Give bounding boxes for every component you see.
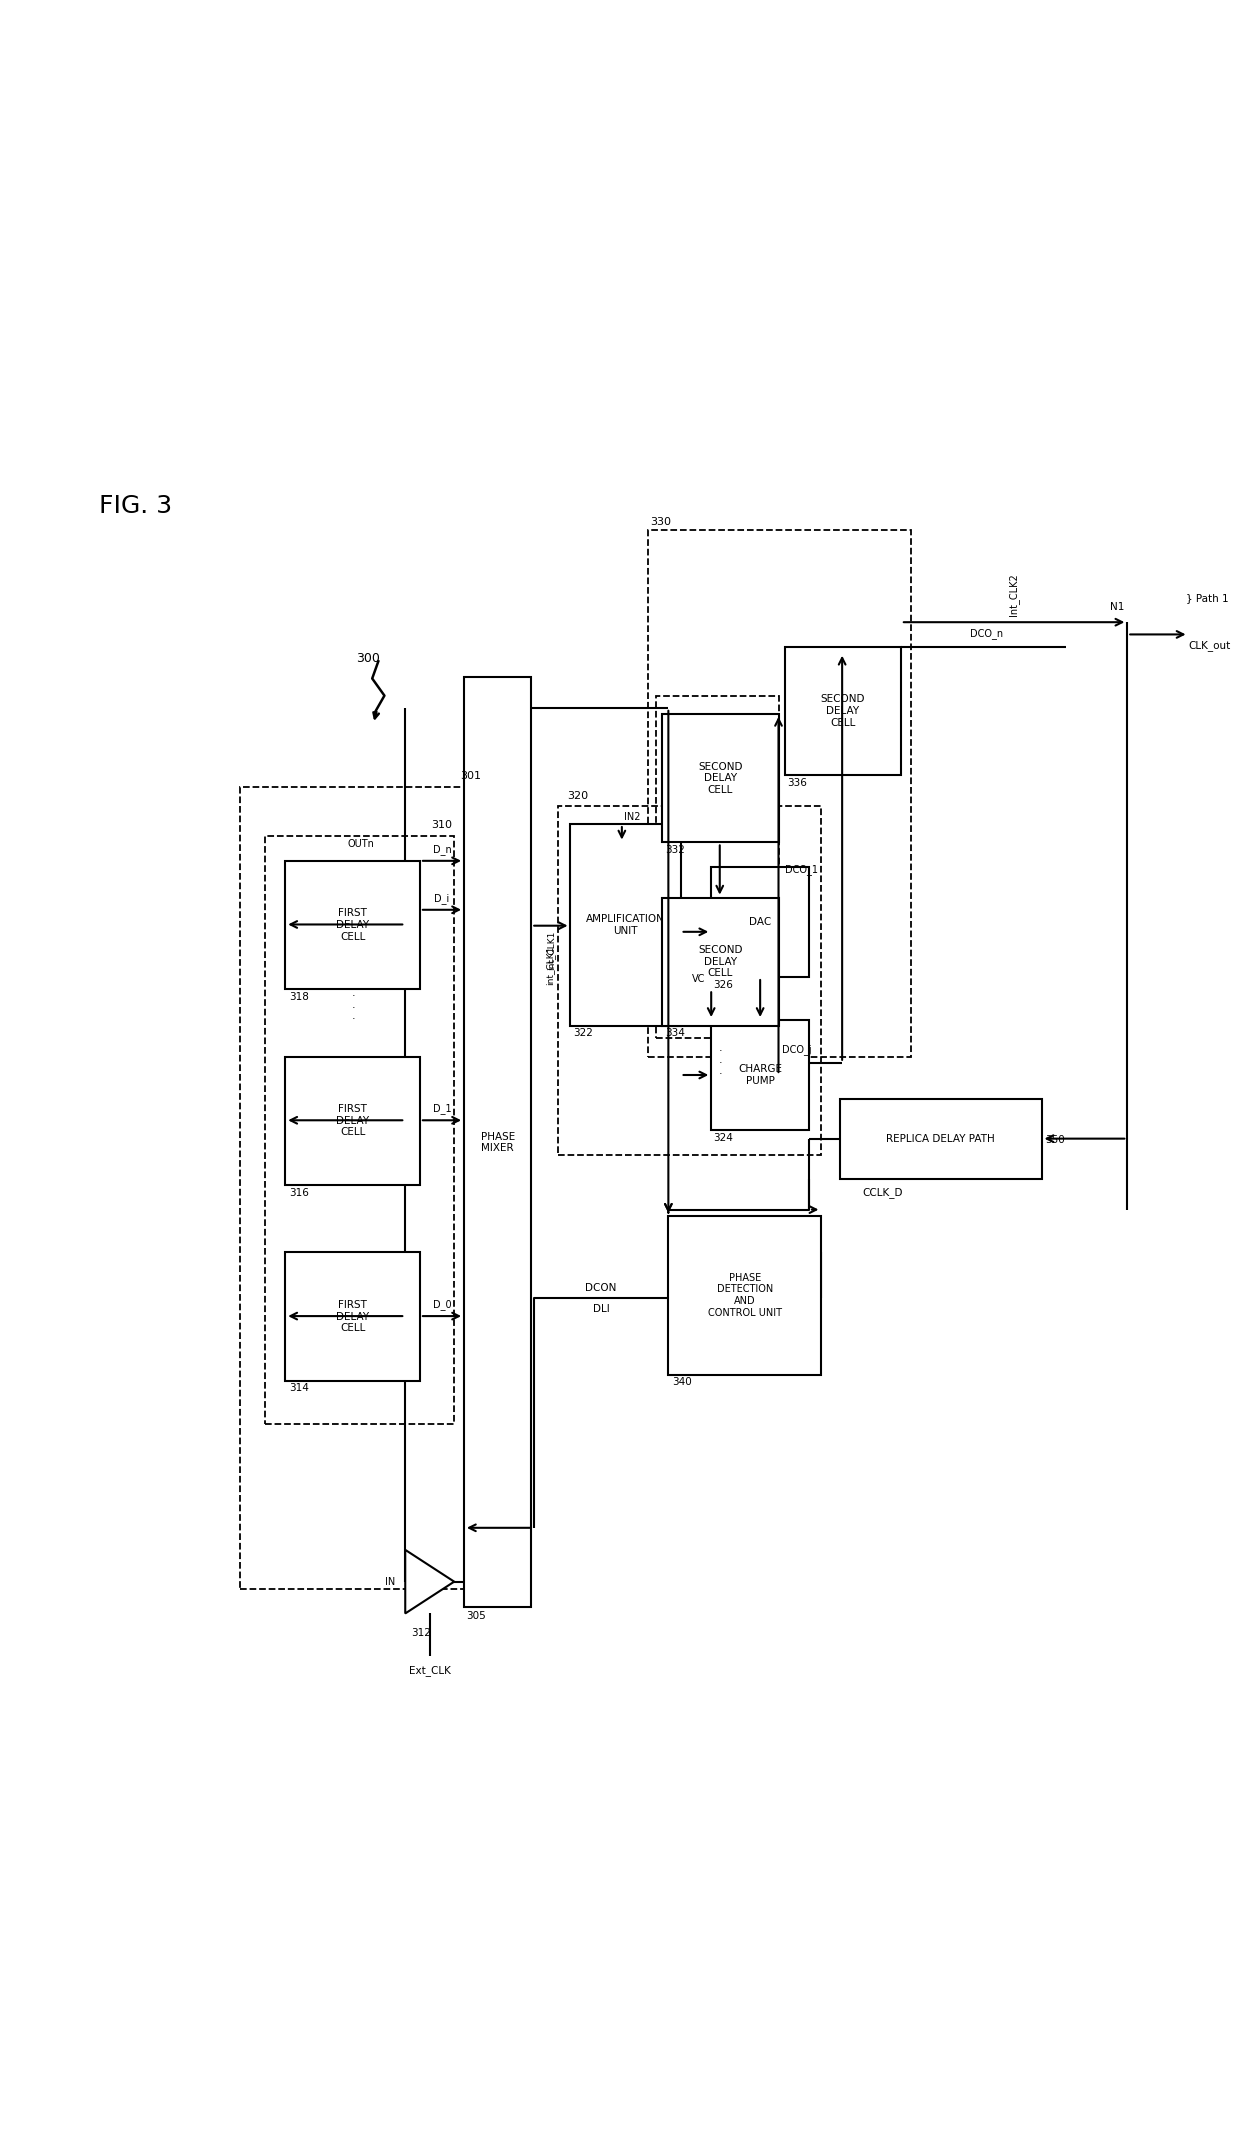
Text: ·
·
·: · · · bbox=[352, 991, 356, 1023]
Text: Ext_CLK: Ext_CLK bbox=[409, 1664, 450, 1675]
Text: 320: 320 bbox=[567, 791, 588, 800]
Text: D_i: D_i bbox=[434, 892, 450, 903]
Text: 316: 316 bbox=[289, 1187, 309, 1198]
Text: 310: 310 bbox=[430, 821, 451, 830]
Text: 314: 314 bbox=[289, 1382, 309, 1393]
FancyBboxPatch shape bbox=[285, 1056, 420, 1185]
Text: DCO_j: DCO_j bbox=[782, 1045, 812, 1056]
FancyBboxPatch shape bbox=[712, 1019, 808, 1131]
FancyBboxPatch shape bbox=[785, 647, 901, 776]
Text: FIG. 3: FIG. 3 bbox=[99, 494, 172, 518]
Text: int_CLK1: int_CLK1 bbox=[544, 946, 554, 985]
Text: SECOND
DELAY
CELL: SECOND DELAY CELL bbox=[698, 946, 743, 978]
Text: 326: 326 bbox=[714, 980, 734, 989]
Text: DCO_1: DCO_1 bbox=[785, 864, 817, 875]
Text: DAC: DAC bbox=[749, 918, 771, 927]
Text: int_CLK1: int_CLK1 bbox=[547, 931, 556, 970]
Polygon shape bbox=[405, 1550, 454, 1612]
FancyBboxPatch shape bbox=[662, 714, 779, 843]
Text: D_1: D_1 bbox=[433, 1103, 451, 1114]
Text: DCO_n: DCO_n bbox=[970, 628, 1003, 639]
Text: 336: 336 bbox=[787, 778, 807, 787]
FancyBboxPatch shape bbox=[285, 1253, 420, 1380]
Text: 305: 305 bbox=[466, 1610, 486, 1621]
Text: } Path 1: } Path 1 bbox=[1185, 593, 1229, 602]
Text: 334: 334 bbox=[665, 1028, 684, 1038]
Text: CLK_out: CLK_out bbox=[1188, 641, 1231, 651]
Text: N1: N1 bbox=[1111, 602, 1125, 613]
FancyBboxPatch shape bbox=[668, 1215, 821, 1374]
Text: 330: 330 bbox=[650, 516, 671, 527]
Text: IN2: IN2 bbox=[624, 813, 641, 821]
Text: 301: 301 bbox=[460, 772, 481, 780]
Text: PHASE
DETECTION
AND
CONTROL UNIT: PHASE DETECTION AND CONTROL UNIT bbox=[708, 1273, 782, 1318]
Text: SECOND
DELAY
CELL: SECOND DELAY CELL bbox=[821, 694, 866, 727]
Text: 324: 324 bbox=[714, 1133, 734, 1142]
Text: 332: 332 bbox=[665, 845, 684, 856]
FancyBboxPatch shape bbox=[570, 823, 681, 1026]
Text: DLI: DLI bbox=[593, 1303, 609, 1314]
Text: PHASE
MIXER: PHASE MIXER bbox=[481, 1131, 515, 1152]
Text: FIRST
DELAY
CELL: FIRST DELAY CELL bbox=[336, 1105, 370, 1137]
Text: REPLICA DELAY PATH: REPLICA DELAY PATH bbox=[887, 1135, 994, 1144]
Text: FIRST
DELAY
CELL: FIRST DELAY CELL bbox=[336, 1301, 370, 1333]
Text: AMPLIFICATION
UNIT: AMPLIFICATION UNIT bbox=[587, 914, 665, 935]
Text: 350: 350 bbox=[1045, 1135, 1065, 1144]
Text: CHARGE
PUMP: CHARGE PUMP bbox=[738, 1064, 782, 1086]
Text: D_0: D_0 bbox=[433, 1299, 451, 1309]
Text: 322: 322 bbox=[573, 1028, 593, 1038]
FancyBboxPatch shape bbox=[464, 677, 531, 1608]
Text: OUTn: OUTn bbox=[347, 838, 374, 849]
FancyBboxPatch shape bbox=[839, 1099, 1042, 1178]
Text: DCON: DCON bbox=[585, 1284, 616, 1292]
Text: SECOND
DELAY
CELL: SECOND DELAY CELL bbox=[698, 761, 743, 796]
FancyBboxPatch shape bbox=[712, 866, 808, 976]
Text: IN: IN bbox=[386, 1576, 396, 1587]
Text: 300: 300 bbox=[356, 651, 381, 664]
Text: ·
·
·: · · · bbox=[719, 1047, 723, 1079]
Text: Int_CLK2: Int_CLK2 bbox=[1008, 574, 1019, 617]
Text: D_n: D_n bbox=[433, 843, 451, 856]
FancyBboxPatch shape bbox=[662, 897, 779, 1026]
Text: 340: 340 bbox=[672, 1378, 692, 1387]
Text: 318: 318 bbox=[289, 991, 309, 1002]
FancyBboxPatch shape bbox=[285, 860, 420, 989]
Text: FIRST
DELAY
CELL: FIRST DELAY CELL bbox=[336, 909, 370, 942]
Text: CCLK_D: CCLK_D bbox=[862, 1187, 903, 1198]
Text: 312: 312 bbox=[412, 1628, 432, 1638]
Text: VC: VC bbox=[692, 974, 706, 985]
